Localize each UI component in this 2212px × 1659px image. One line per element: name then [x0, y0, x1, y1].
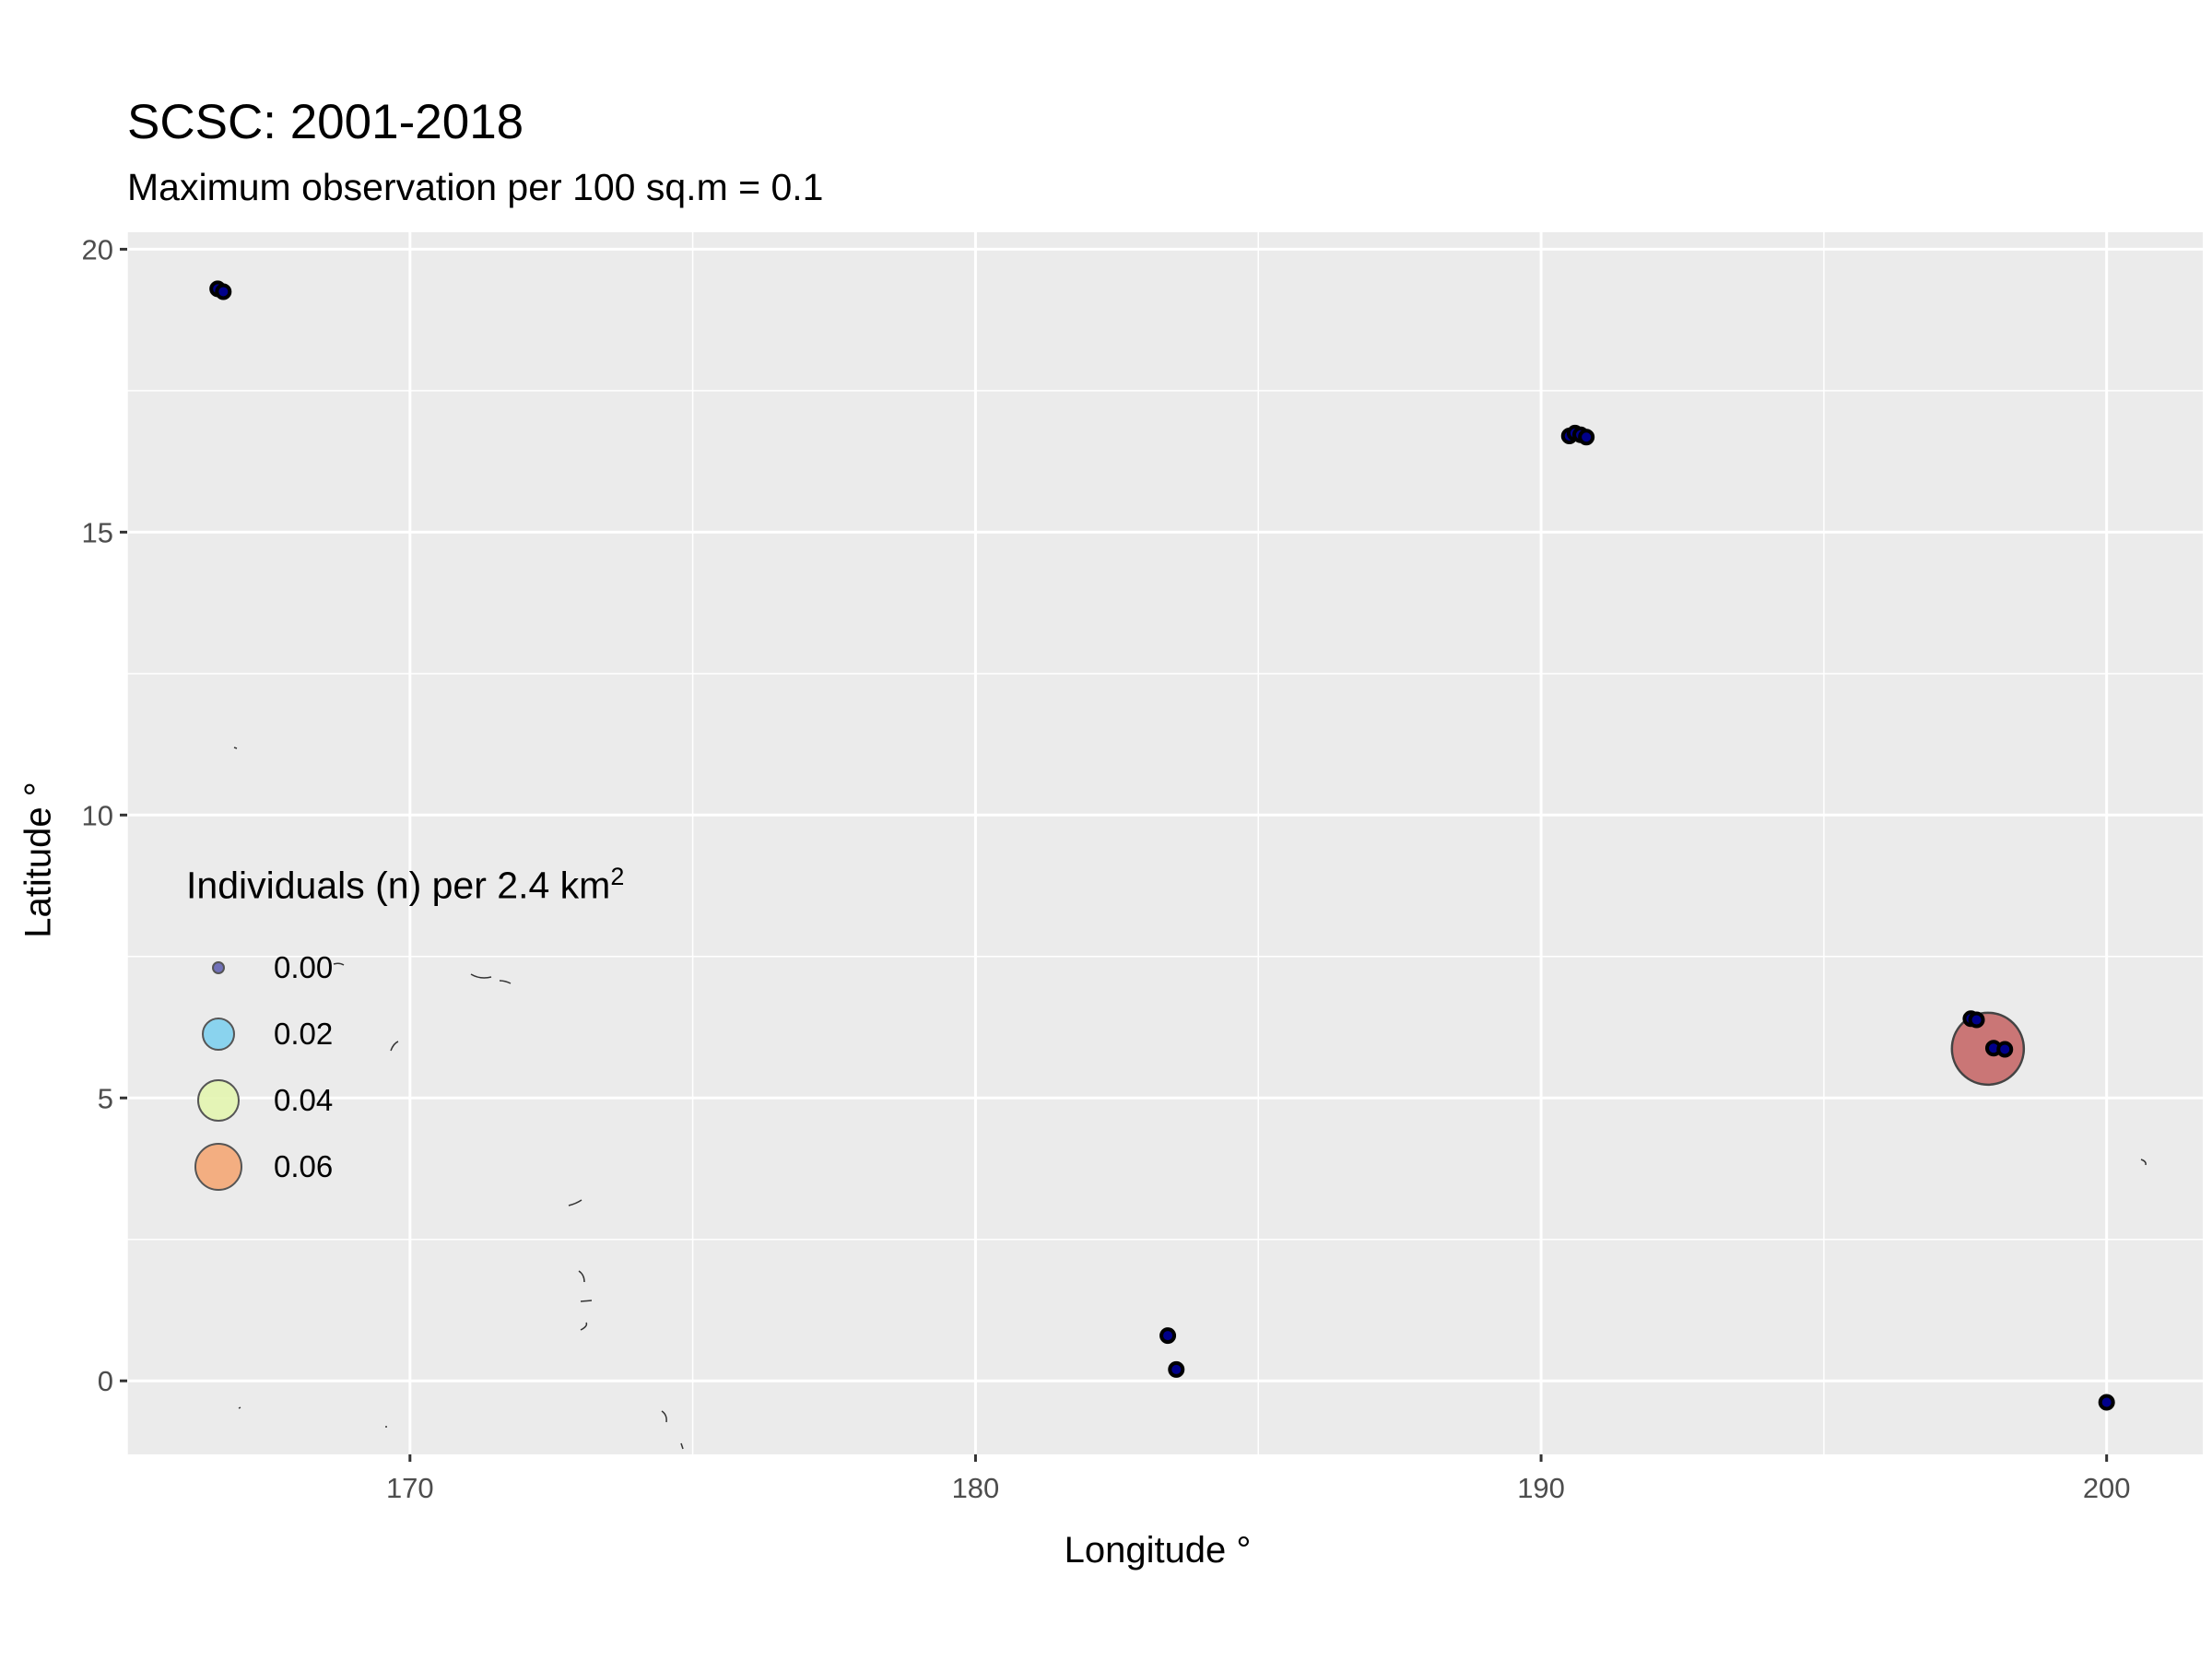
legend-title-text: Individuals (n) per 2.4 km	[186, 864, 611, 907]
data-point	[2098, 1394, 2115, 1411]
legend-key	[194, 1143, 242, 1191]
minor-gridlines	[126, 232, 2203, 1454]
island-outline	[580, 1322, 588, 1331]
legend-label: 0.04	[274, 1083, 334, 1117]
x-tick-label: 200	[2083, 1472, 2131, 1504]
island-outline	[238, 1406, 241, 1409]
y-tick-label: 10	[82, 799, 113, 831]
x-tick-label: 170	[386, 1472, 434, 1504]
island-outline	[580, 1300, 593, 1302]
legend-label: 0.06	[274, 1149, 334, 1183]
data-point	[1578, 429, 1595, 446]
y-tick-label: 0	[98, 1365, 113, 1397]
major-gridlines	[127, 232, 2203, 1454]
legend-label: 0.02	[274, 1017, 334, 1051]
data-point	[1159, 1327, 1177, 1345]
island-outline	[661, 1410, 667, 1423]
legend-key	[202, 1018, 235, 1051]
chart-subtitle: Maximum observation per 100 sq.m = 0.1	[127, 166, 824, 208]
island-outline	[680, 1442, 684, 1450]
island-outline	[233, 747, 238, 749]
data-points	[209, 280, 2115, 1411]
chart-title: SCSC: 2001-2018	[127, 95, 524, 149]
island-outline	[499, 980, 512, 984]
data-point	[1968, 1011, 1985, 1029]
data-point	[1168, 1360, 1185, 1378]
y-tick-label: 15	[82, 516, 113, 548]
legend-key	[197, 1079, 240, 1122]
island-outline	[333, 962, 345, 966]
legend-title: Individuals (n) per 2.4 km2	[186, 863, 624, 908]
axes: 170 180 190 200 0 5 10 15 20	[82, 233, 2131, 1504]
y-tick-label: 5	[98, 1082, 113, 1114]
x-tick-label: 190	[1517, 1472, 1565, 1504]
legend-key	[212, 961, 225, 974]
island-outline	[390, 1041, 399, 1052]
island-outline	[578, 1270, 585, 1283]
x-axis-title: Longitude °	[1064, 1530, 1252, 1571]
data-point	[1996, 1041, 2014, 1058]
island-outline	[568, 1199, 582, 1206]
legend-label: 0.00	[274, 950, 334, 984]
legend-keys	[194, 961, 242, 1191]
y-axis-title: Latitude °	[18, 782, 59, 938]
data-point	[215, 283, 232, 300]
y-tick-label: 20	[82, 233, 113, 265]
legend-title-superscript: 2	[610, 863, 625, 890]
island-outlines	[233, 747, 2147, 1450]
plot-panel	[127, 232, 2203, 1454]
island-outline	[470, 973, 492, 979]
island-outline	[2140, 1159, 2147, 1166]
x-tick-label: 180	[952, 1472, 1000, 1504]
